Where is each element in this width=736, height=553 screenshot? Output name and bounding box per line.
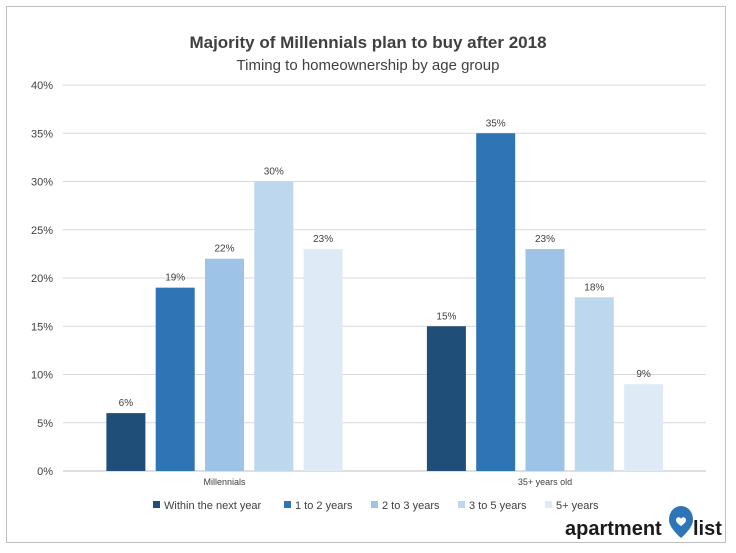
bar — [574, 297, 614, 471]
bar — [525, 249, 565, 471]
x-axis-categories: Millennials 35+ years old — [203, 477, 572, 487]
y-axis-ticks: 0% 5% 10% 15% 20% 25% 30% 35% 40% — [31, 80, 53, 478]
y-tick-label: 5% — [37, 418, 53, 430]
category-label: 35+ years old — [518, 477, 572, 487]
bar — [254, 181, 294, 471]
legend-swatch — [371, 501, 378, 508]
y-tick-label: 15% — [31, 321, 53, 333]
legend-swatch — [284, 501, 291, 508]
bars — [106, 133, 664, 471]
bar — [426, 326, 466, 471]
data-label: 23% — [535, 234, 555, 245]
bar — [205, 258, 244, 471]
legend-swatch — [545, 501, 552, 508]
data-label: 23% — [313, 234, 333, 245]
bar — [106, 413, 146, 471]
legend-item: 3 to 5 years — [458, 500, 527, 512]
legend-item: 5+ years — [545, 500, 599, 512]
y-tick-label: 30% — [31, 177, 53, 189]
category-label: Millennials — [203, 477, 246, 487]
legend-item: 2 to 3 years — [371, 500, 440, 512]
legend-label: 2 to 3 years — [382, 500, 440, 512]
data-label: 22% — [214, 244, 234, 255]
legend-label: Within the next year — [164, 500, 262, 512]
chart-subtitle: Timing to homeownership by age group — [237, 57, 500, 74]
data-label: 9% — [636, 369, 651, 380]
data-label: 18% — [584, 282, 604, 293]
data-label: 19% — [165, 273, 185, 284]
legend-label: 1 to 2 years — [295, 500, 353, 512]
bar — [476, 133, 516, 471]
bar — [155, 287, 195, 471]
data-labels: 6% 19% 22% 30% 23% 15% 35% 23% 18% 9% — [119, 118, 651, 409]
y-tick-label: 20% — [31, 273, 53, 285]
map-pin-heart-icon — [669, 506, 693, 538]
legend-item: Within the next year — [153, 500, 262, 512]
logo-text-list: list — [693, 518, 722, 540]
legend: Within the next year 1 to 2 years 2 to 3 y… — [153, 500, 599, 512]
data-label: 30% — [264, 167, 284, 178]
y-tick-label: 40% — [31, 80, 53, 92]
legend-label: 5+ years — [556, 500, 599, 512]
legend-item: 1 to 2 years — [284, 500, 353, 512]
legend-swatch — [153, 501, 160, 508]
y-tick-label: 35% — [31, 128, 53, 140]
legend-swatch — [458, 501, 465, 508]
y-tick-label: 25% — [31, 225, 53, 237]
chart-title: Majority of Millennials plan to buy afte… — [189, 33, 546, 52]
y-tick-label: 0% — [37, 466, 53, 478]
apartment-list-logo: apartment list — [565, 506, 722, 540]
logo-text-apartment: apartment — [565, 518, 662, 540]
bar — [624, 384, 664, 471]
data-label: 35% — [486, 118, 506, 129]
data-label: 15% — [436, 311, 456, 322]
data-label: 6% — [119, 398, 134, 409]
y-tick-label: 10% — [31, 370, 53, 382]
bar — [303, 249, 343, 471]
legend-label: 3 to 5 years — [469, 500, 527, 512]
